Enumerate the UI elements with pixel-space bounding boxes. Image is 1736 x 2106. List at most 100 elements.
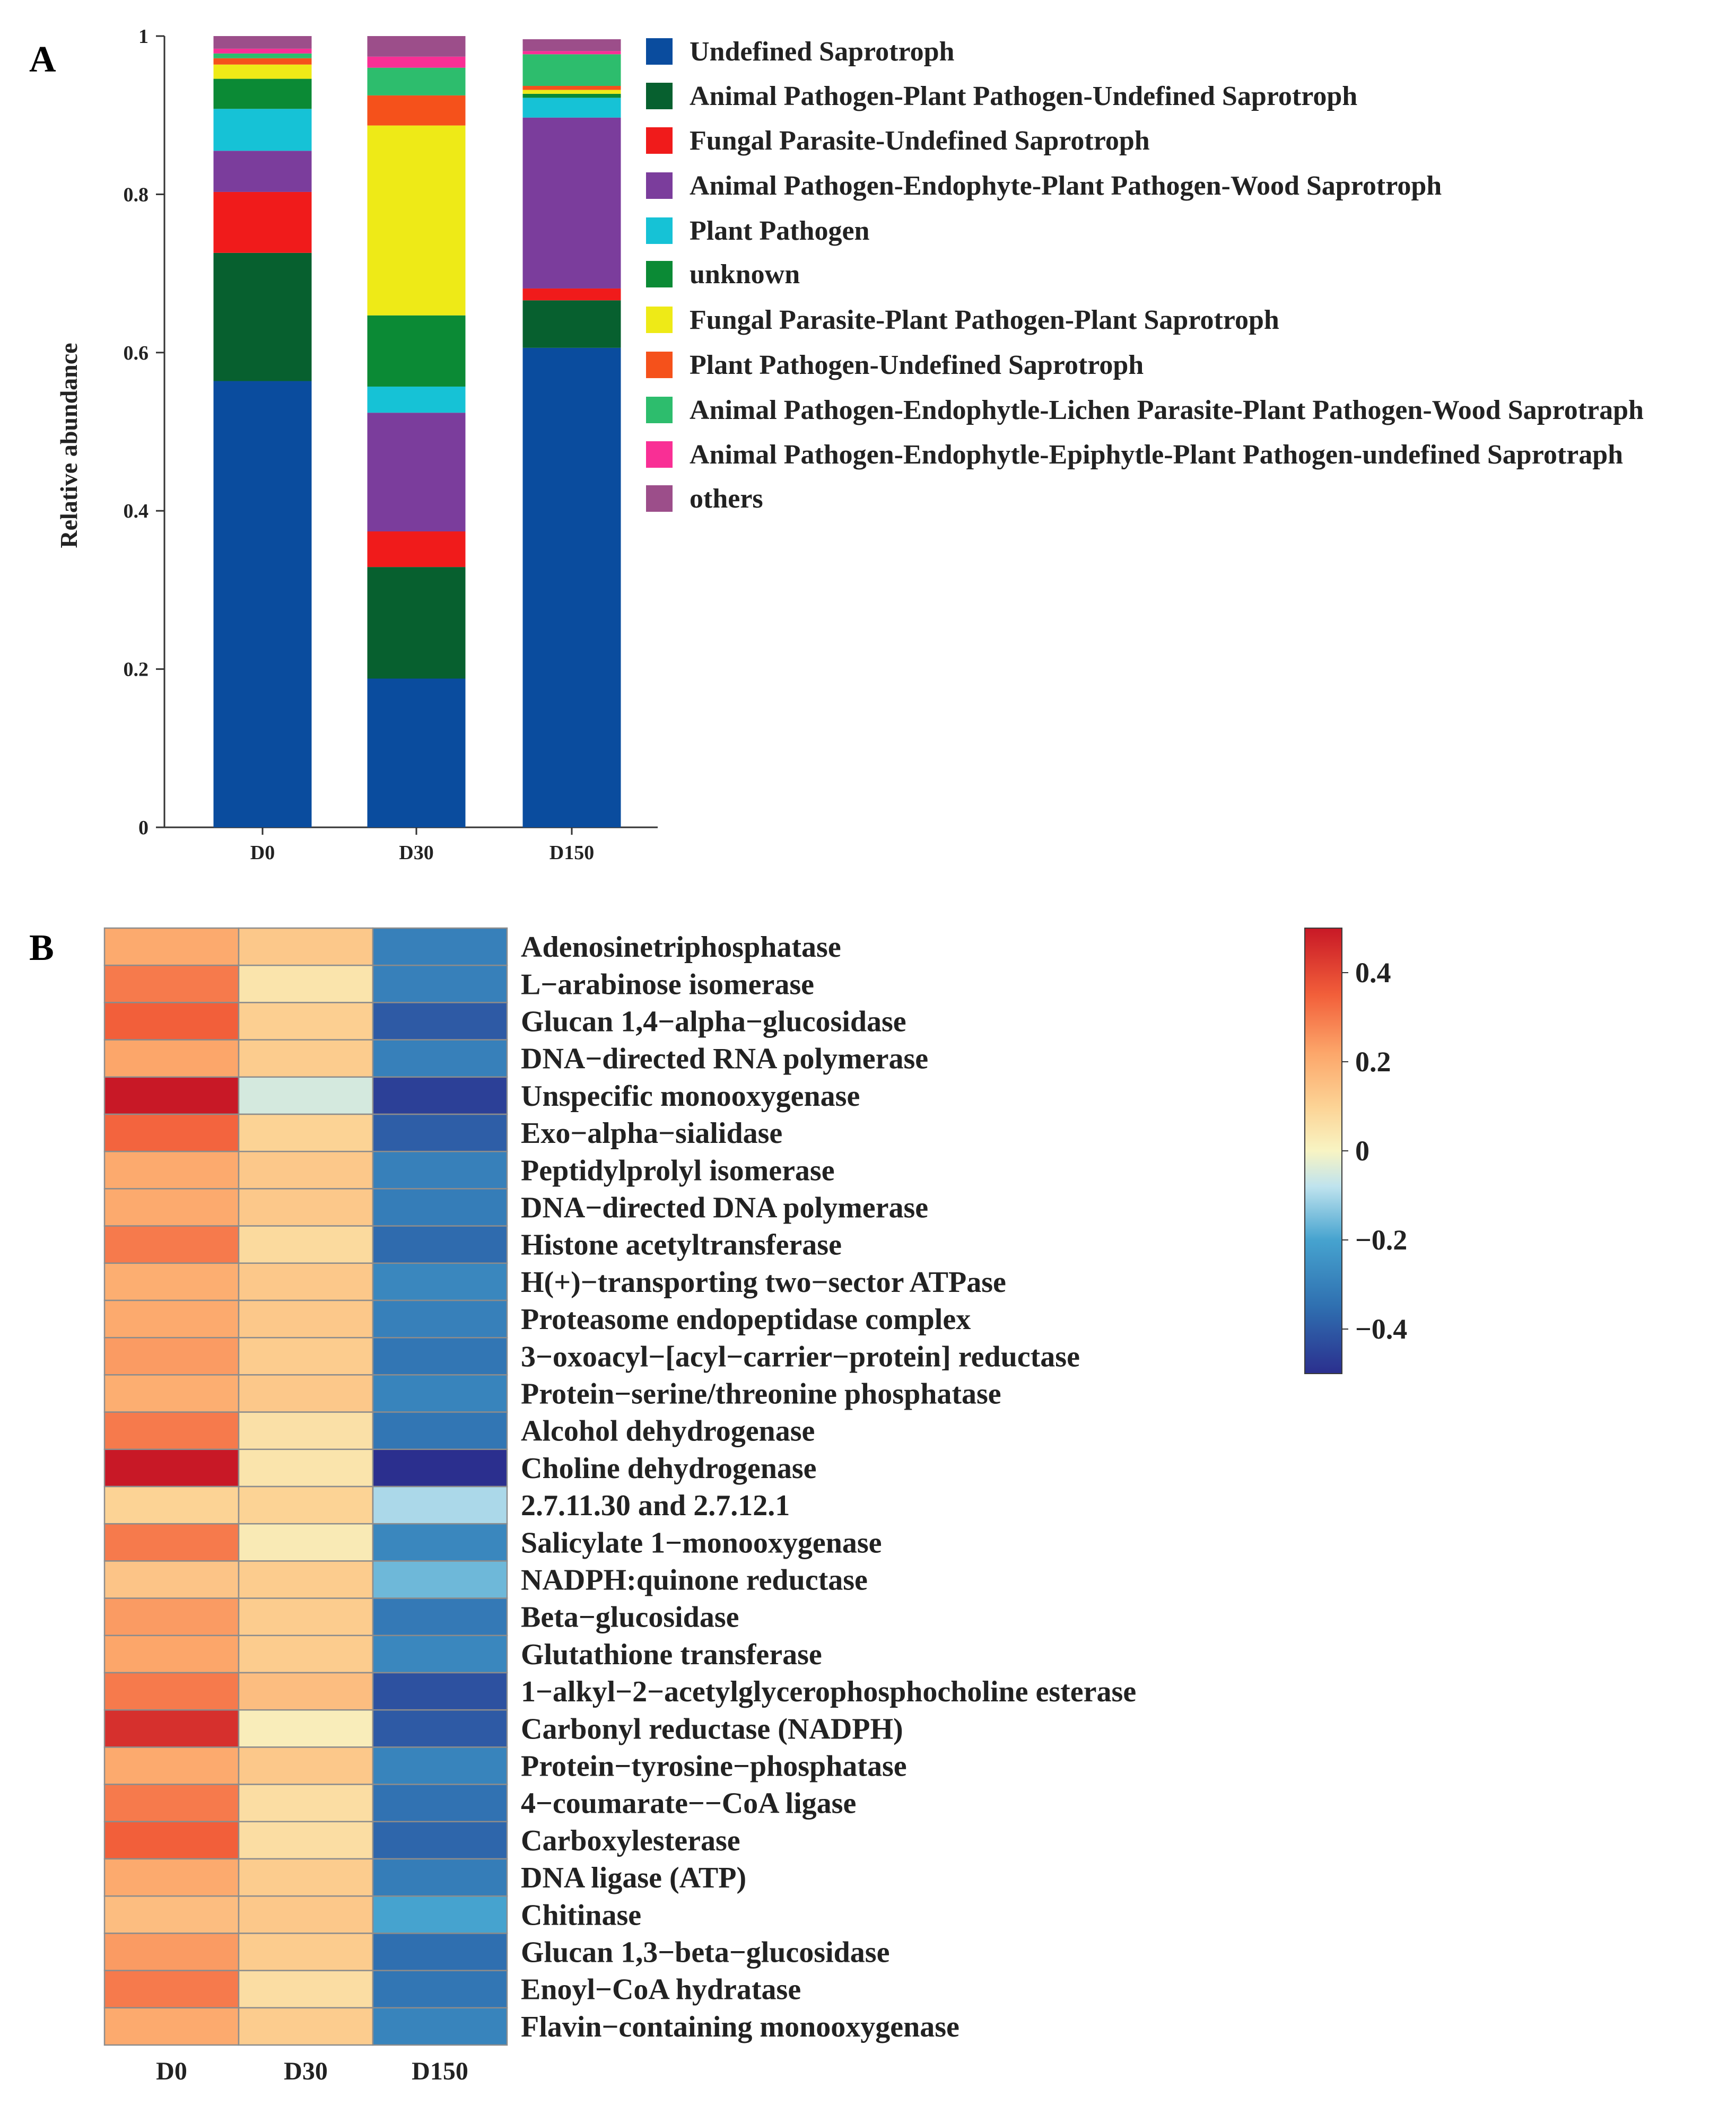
heatmap-cell-r24-c0 bbox=[103, 1821, 240, 1860]
colorbar-gradient bbox=[1304, 928, 1342, 1374]
colorbar-tick-label: −0.4 bbox=[1355, 1313, 1407, 1345]
column-label-d0: D0 bbox=[156, 2057, 187, 2085]
bar-segment-d150-10 bbox=[522, 39, 621, 51]
legend-swatch bbox=[646, 83, 673, 109]
bar-segment-d150-7 bbox=[522, 85, 621, 90]
heatmap-cell-r17-c2 bbox=[372, 1560, 508, 1599]
heatmap-cell-r9-c2 bbox=[372, 1262, 508, 1301]
heatmap-cell-r3-c0 bbox=[103, 1039, 240, 1078]
legend-swatch bbox=[646, 397, 673, 423]
row-label: H(+)−transporting two−sector ATPase bbox=[521, 1266, 1006, 1299]
heatmap-cell-r21-c0 bbox=[103, 1709, 240, 1748]
legend-label: Animal Pathogen-Endophytle-Epiphytle-Pla… bbox=[690, 440, 1623, 470]
heatmap-cell-r17-c0 bbox=[103, 1560, 240, 1599]
heatmap-cell-r23-c2 bbox=[372, 1784, 508, 1823]
column-label-d150: D150 bbox=[412, 2057, 468, 2085]
heatmap-cell-r9-c1 bbox=[238, 1262, 374, 1301]
heatmap-cell-r15-c0 bbox=[103, 1485, 240, 1525]
legend-label: Plant Pathogen bbox=[690, 216, 870, 246]
heatmap-cell-r9-c0 bbox=[103, 1262, 240, 1301]
heatmap-cell-r18-c1 bbox=[238, 1597, 374, 1637]
heatmap-cell-r21-c2 bbox=[372, 1709, 508, 1748]
heatmap-cell-r14-c0 bbox=[103, 1448, 240, 1488]
heatmap-cell-r5-c2 bbox=[372, 1113, 508, 1152]
bar-segment-d0-7 bbox=[213, 58, 312, 65]
heatmap-cell-r26-c2 bbox=[372, 1895, 508, 1934]
heatmap-cell-r27-c1 bbox=[238, 1933, 374, 1971]
heatmap-cell-r0-c1 bbox=[238, 927, 374, 966]
panel-b-label: B bbox=[29, 928, 54, 968]
colorbar: 0.4 0.2 0 −0.2 −0.4 bbox=[1304, 928, 1407, 1374]
row-label: 3−oxoacyl−[acyl−carrier−protein] reducta… bbox=[521, 1340, 1080, 1373]
heatmap-cell-r11-c2 bbox=[372, 1336, 508, 1376]
heatmap-cell-r29-c1 bbox=[238, 2007, 374, 2046]
row-label: Unspecific monooxygenase bbox=[521, 1080, 860, 1113]
bar-segment-d30-9 bbox=[367, 56, 466, 68]
heatmap-cell-r12-c0 bbox=[103, 1374, 240, 1413]
row-label: Flavin−containing monooxygenase bbox=[521, 2011, 959, 2043]
legend-label: Plant Pathogen-Undefined Saprotroph bbox=[690, 350, 1144, 380]
y-tick-label: 0.8 bbox=[124, 183, 149, 206]
heatmap-cell-r17-c1 bbox=[238, 1560, 374, 1599]
y-tick-label: 0.4 bbox=[124, 500, 149, 522]
legend-swatch bbox=[646, 485, 673, 512]
heatmap-cell-r22-c0 bbox=[103, 1746, 240, 1785]
legend-swatch bbox=[646, 307, 673, 333]
row-label: Proteasome endopeptidase complex bbox=[521, 1303, 971, 1336]
heatmap-cell-r25-c2 bbox=[372, 1858, 508, 1897]
row-label: 2.7.11.30 and 2.7.12.1 bbox=[521, 1489, 790, 1522]
heatmap-cell-r4-c2 bbox=[372, 1076, 508, 1115]
heatmap-cell-r1-c2 bbox=[372, 964, 508, 1003]
heatmap-cell-r8-c1 bbox=[238, 1225, 374, 1264]
heatmap-cell-r27-c2 bbox=[372, 1933, 508, 1971]
panel-b-heatmap: Adenosinetriphosphatase L−arabinose isome… bbox=[103, 927, 1407, 2085]
row-label: Protein−tyrosine−phosphatase bbox=[521, 1750, 907, 1783]
heatmap-cell-r15-c2 bbox=[372, 1485, 508, 1525]
heatmap-cell-r2-c1 bbox=[238, 1002, 374, 1041]
bar-segment-d30-4 bbox=[367, 386, 466, 413]
bar-segment-d0-10 bbox=[213, 36, 312, 49]
legend-label: others bbox=[690, 484, 763, 514]
column-label-d30: D30 bbox=[284, 2057, 328, 2085]
y-tick-label: 0.6 bbox=[124, 342, 149, 364]
heatmap-cell-r28-c1 bbox=[238, 1970, 374, 2009]
heatmap-cell-r22-c2 bbox=[372, 1746, 508, 1785]
heatmap-cell-r6-c0 bbox=[103, 1150, 240, 1190]
legend-swatch bbox=[646, 127, 673, 154]
heatmap-cell-r8-c0 bbox=[103, 1225, 240, 1264]
bar-segment-d150-4 bbox=[522, 98, 621, 118]
heatmap-cell-r18-c2 bbox=[372, 1597, 508, 1637]
row-label: Carboxylesterase bbox=[521, 1824, 740, 1857]
heatmap-cell-r25-c1 bbox=[238, 1858, 374, 1897]
heatmap-cell-r27-c0 bbox=[103, 1933, 240, 1971]
heatmap-cell-r10-c0 bbox=[103, 1299, 240, 1339]
heatmap-cell-r11-c1 bbox=[238, 1336, 374, 1376]
bar-segment-d0-2 bbox=[213, 191, 312, 253]
heatmap-cell-r25-c0 bbox=[103, 1858, 240, 1897]
y-axis-label: Relative abundance bbox=[55, 343, 82, 548]
row-label: Enoyl−CoA hydratase bbox=[521, 1973, 801, 2006]
heatmap-cell-r28-c0 bbox=[103, 1970, 240, 2009]
x-tick-label-d150: D150 bbox=[549, 842, 594, 864]
heatmap-cell-r15-c1 bbox=[238, 1485, 374, 1525]
heatmap-cell-r24-c2 bbox=[372, 1821, 508, 1860]
bar-segment-d30-2 bbox=[367, 531, 466, 567]
heatmap-cell-r22-c1 bbox=[238, 1746, 374, 1785]
heatmap-cell-r13-c1 bbox=[238, 1411, 374, 1450]
x-tick-label-d30: D30 bbox=[399, 842, 433, 864]
heatmap-cell-r21-c1 bbox=[238, 1709, 374, 1748]
bar-segment-d0-9 bbox=[213, 48, 312, 54]
bar-segment-d150-3 bbox=[522, 117, 621, 289]
colorbar-tick-label: 0 bbox=[1355, 1135, 1369, 1167]
heatmap-cell-r2-c0 bbox=[103, 1002, 240, 1041]
bar-segment-d30-7 bbox=[367, 95, 466, 126]
bar-segment-d0-4 bbox=[213, 109, 312, 151]
heatmap-cell-r14-c2 bbox=[372, 1448, 508, 1488]
heatmap-cell-r26-c0 bbox=[103, 1895, 240, 1934]
heatmap-cell-r19-c2 bbox=[372, 1635, 508, 1674]
heatmap-cell-r12-c1 bbox=[238, 1374, 374, 1413]
row-label: Peptidylprolyl isomerase bbox=[521, 1154, 835, 1187]
row-label: Glucan 1,4−alpha−glucosidase bbox=[521, 1006, 906, 1038]
heatmap-cell-r18-c0 bbox=[103, 1597, 240, 1637]
